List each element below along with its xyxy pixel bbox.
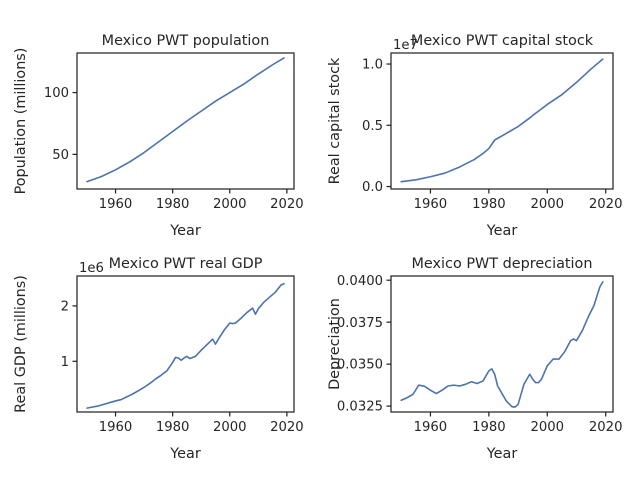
x-tick-label: 2000 xyxy=(530,420,564,435)
x-tick-label: 1960 xyxy=(99,420,133,435)
y-axis-label: Real GDP (millions) xyxy=(13,275,29,413)
x-tick-label: 1980 xyxy=(156,197,190,212)
axis-offset-label: 1e7 xyxy=(393,38,418,53)
x-axis-label: Year xyxy=(169,223,201,239)
series-line-1 xyxy=(86,57,285,183)
x-tick-label: 1980 xyxy=(472,197,506,212)
x-tick-label: 2000 xyxy=(213,197,247,212)
chart-title: Mexico PWT depreciation xyxy=(412,256,593,272)
x-axis-label: Year xyxy=(486,223,518,239)
chart-panel-1: 1960 1980 2000 2020 50 100 Mexico PWT populati… xyxy=(13,33,304,239)
axes-frame xyxy=(76,52,295,190)
x-tick-label: 1980 xyxy=(156,420,190,435)
series-line-1 xyxy=(400,58,604,183)
y-tick-label: 0.0325 xyxy=(337,400,383,415)
y-tick-label: 0.0375 xyxy=(337,316,383,331)
x-tick-label: 2000 xyxy=(530,197,564,212)
y-tick-label: 1 xyxy=(61,355,69,370)
chart-panel-3: 1960 1980 2000 2020 1 2 1e6 Mexico PWT real GDP… xyxy=(13,256,304,462)
y-axis-label: Population (millions) xyxy=(13,48,29,195)
x-tick-label: 2020 xyxy=(589,420,623,435)
y-tick-label: 2 xyxy=(61,300,69,315)
y-tick-label: 0.0 xyxy=(362,180,383,195)
x-tick-label: 2020 xyxy=(270,420,304,435)
chart-title: Mexico PWT capital stock xyxy=(411,33,594,49)
y-tick-label: 50 xyxy=(52,148,69,163)
axes-frame xyxy=(76,275,295,413)
x-tick-label: 1960 xyxy=(414,197,448,212)
axes-frame xyxy=(390,52,614,190)
y-axis-label: Real capital stock xyxy=(327,57,343,184)
chart-panel-4: 1960 1980 2000 2020 0.0325 0.0350 0.0375 0.0400… xyxy=(327,256,622,462)
x-tick-label: 1960 xyxy=(414,420,448,435)
x-axis-label: Year xyxy=(486,446,518,462)
chart-title: Mexico PWT real GDP xyxy=(109,256,263,272)
y-tick-label: 0.0400 xyxy=(337,274,383,289)
y-tick-label: 0.5 xyxy=(362,119,383,134)
axes-frame xyxy=(390,275,614,413)
series-line-1 xyxy=(400,281,604,408)
x-tick-label: 1980 xyxy=(472,420,506,435)
y-tick-label: 1.0 xyxy=(362,58,383,73)
series-line-1 xyxy=(86,282,285,409)
x-tick-label: 1960 xyxy=(99,197,133,212)
y-tick-label: 0.0350 xyxy=(337,358,383,373)
x-tick-label: 2000 xyxy=(213,420,247,435)
x-axis-label: Year xyxy=(169,446,201,462)
y-tick-label: 100 xyxy=(44,86,69,101)
x-tick-label: 2020 xyxy=(270,197,304,212)
y-axis-label: Depreciation xyxy=(327,298,343,390)
axis-offset-label: 1e6 xyxy=(79,261,104,276)
chart-title: Mexico PWT population xyxy=(102,33,270,49)
x-tick-label: 2020 xyxy=(589,197,623,212)
